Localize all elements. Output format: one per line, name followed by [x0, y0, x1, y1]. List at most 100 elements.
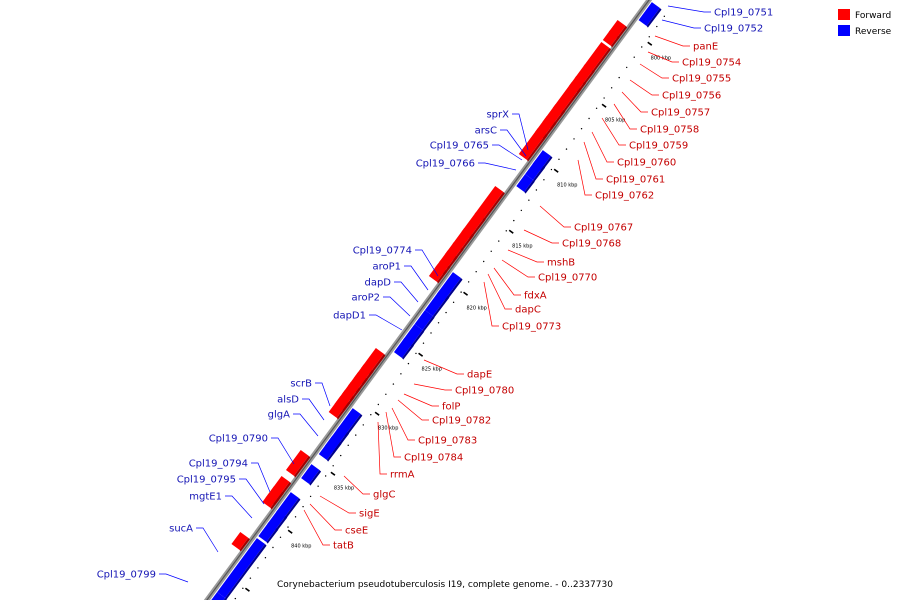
- gene-label: Cpl19_0755: [672, 74, 731, 85]
- gene-label: Cpl19_0754: [682, 58, 741, 69]
- reverse-gene-shade: [402, 344, 414, 360]
- major-tick: [287, 529, 293, 534]
- leader-line: [478, 162, 517, 171]
- minor-tick: [573, 138, 575, 140]
- leader-line: [507, 249, 544, 263]
- minor-tick: [340, 454, 342, 457]
- reverse-gene-shade: [646, 8, 662, 28]
- minor-tick: [317, 485, 319, 487]
- gene-label: Cpl19_0752: [704, 24, 763, 35]
- gene-label: dapD: [364, 278, 391, 289]
- legend: Forward Reverse: [838, 9, 892, 37]
- leader-line: [512, 113, 529, 151]
- gene-label: Cpl19_0762: [595, 191, 654, 202]
- reverse-gene: [525, 160, 544, 181]
- reverse-gene-shade: [410, 330, 425, 348]
- minor-tick: [385, 393, 387, 395]
- minor-tick: [656, 25, 658, 28]
- gene-label: Cpl19_0768: [562, 239, 621, 250]
- reverse-gene: [393, 338, 413, 359]
- gene-label: fdxA: [524, 291, 547, 302]
- leader-line: [413, 383, 452, 391]
- major-tick: [601, 103, 607, 108]
- minor-tick: [467, 281, 470, 283]
- forward-gene-shade: [591, 47, 611, 74]
- forward-gene-shade: [610, 35, 620, 48]
- major-ticks: 800 kbp 805 kbp 810 kbp 815 kbp 820 kbp 825 k…: [244, 41, 671, 592]
- reverse-gene: [211, 592, 226, 600]
- minor-tick: [498, 240, 500, 242]
- leader-line: [302, 398, 325, 421]
- minor-tick: [535, 189, 538, 191]
- gene-label: dapD1: [333, 311, 366, 322]
- gene-label: rrmA: [390, 470, 415, 481]
- backbone: [203, 0, 653, 600]
- gene-label: sprX: [486, 110, 509, 121]
- minor-tick: [437, 322, 440, 324]
- minor-tick: [272, 546, 274, 549]
- forward-gene: [231, 531, 249, 550]
- tick-label: 800 kbp: [651, 56, 671, 62]
- gene-label: cseE: [345, 526, 368, 537]
- minor-tick: [234, 597, 237, 600]
- leader-line: [667, 5, 711, 13]
- leader-line: [661, 19, 701, 29]
- minor-tick: [347, 444, 349, 447]
- leader-line: [539, 205, 571, 228]
- gene-label: Cpl19_0757: [651, 108, 710, 119]
- forward-gene-shade: [526, 133, 548, 162]
- reverse-gene: [258, 522, 277, 543]
- leader-line: [483, 281, 499, 327]
- gene-labels: panE Cpl19_0754 Cpl19_0755 Cpl19_0756 Cpl19_…: [97, 8, 774, 581]
- legend-reverse-label: Reverse: [855, 27, 892, 37]
- gene-label: folP: [442, 402, 460, 413]
- gene-label: Cpl19_0756: [662, 91, 721, 102]
- leader-line: [613, 103, 637, 130]
- major-tick: [647, 41, 653, 46]
- gene-label: scrB: [290, 379, 312, 390]
- leader-line: [583, 141, 603, 180]
- forward-gene-shade: [336, 401, 351, 420]
- leader-line: [309, 503, 342, 531]
- leader-line: [403, 393, 439, 407]
- forward-gene-shade: [270, 497, 280, 510]
- forward-gene: [602, 29, 619, 46]
- minor-tick: [264, 557, 267, 559]
- minor-tick: [249, 577, 252, 579]
- gene-label: Cpl19_0751: [714, 8, 773, 19]
- minor-tick: [257, 567, 259, 569]
- minor-tick: [626, 66, 628, 69]
- minor-tick: [355, 434, 357, 436]
- minor-tick: [648, 36, 650, 38]
- legend-forward-swatch: [838, 9, 850, 20]
- gene-label: dapE: [467, 370, 492, 381]
- minor-tick: [279, 536, 282, 538]
- forward-gene: [474, 185, 504, 220]
- reverse-gene-shade: [444, 278, 463, 302]
- leader-line: [383, 296, 411, 317]
- reverse-gene-shade: [266, 528, 279, 544]
- gene-label: sucA: [169, 524, 193, 535]
- legend-reverse-swatch: [838, 25, 850, 36]
- minor-tick: [505, 230, 507, 232]
- gene-label: tatB: [333, 541, 354, 552]
- forward-gene: [262, 491, 278, 508]
- forward-gene-shade: [294, 455, 311, 478]
- minor-tick: [415, 352, 417, 355]
- reverse-gene: [638, 2, 660, 27]
- reverse-gene-shade: [275, 516, 288, 532]
- minor-tick: [618, 76, 620, 79]
- reverse-gene: [276, 492, 299, 519]
- leader-line: [500, 129, 527, 157]
- leader-line: [397, 399, 429, 421]
- leader-line: [404, 265, 429, 291]
- reverse-gene: [301, 464, 320, 485]
- leader-line: [293, 413, 319, 437]
- minor-tick: [362, 424, 364, 426]
- leader-line: [319, 495, 356, 514]
- minor-tick: [610, 87, 613, 89]
- minor-tick: [294, 516, 297, 518]
- gene-label: aroP2: [351, 293, 380, 304]
- reverse-gene: [402, 324, 423, 347]
